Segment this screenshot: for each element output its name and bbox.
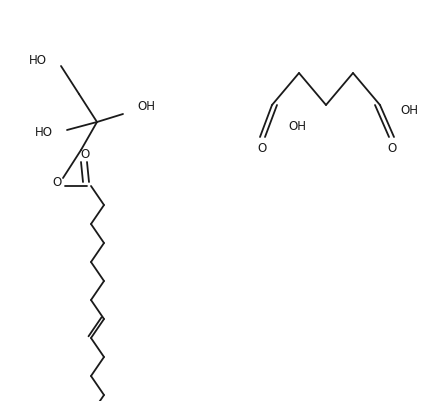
Text: O: O: [387, 142, 397, 156]
Text: O: O: [258, 142, 266, 156]
Text: HO: HO: [35, 126, 53, 138]
Text: OH: OH: [137, 99, 155, 113]
Text: OH: OH: [400, 103, 418, 117]
Text: O: O: [80, 148, 90, 160]
Text: O: O: [52, 176, 62, 188]
Text: OH: OH: [288, 120, 306, 134]
Text: HO: HO: [29, 55, 47, 67]
